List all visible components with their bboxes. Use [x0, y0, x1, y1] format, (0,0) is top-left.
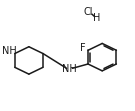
- Text: NH: NH: [2, 46, 17, 56]
- Text: F: F: [80, 43, 85, 53]
- Text: Cl: Cl: [83, 7, 93, 17]
- Text: H: H: [93, 13, 101, 23]
- Text: NH: NH: [62, 64, 77, 74]
